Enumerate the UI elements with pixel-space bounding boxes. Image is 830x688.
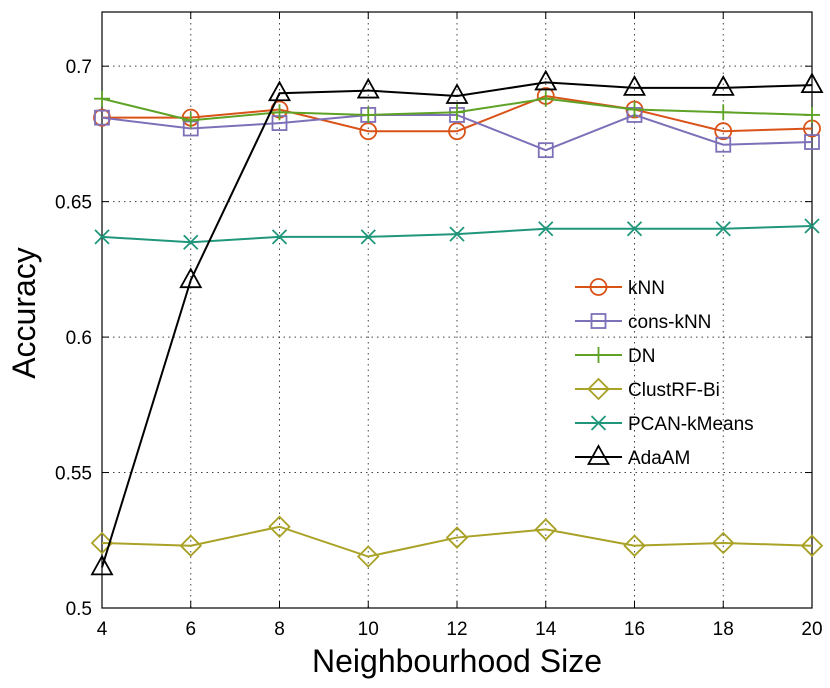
data-point-adaam [800, 72, 824, 94]
legend-item-dn: DN [575, 346, 655, 367]
legend-item-knn: kNN [575, 278, 665, 299]
grid-lines [102, 12, 812, 608]
data-point-pcan-kmeans [449, 226, 465, 242]
x-tick-label: 6 [185, 619, 196, 640]
data-point-clustrf-bi [623, 534, 646, 557]
legend-label: cons-kNN [628, 312, 711, 333]
data-point-adaam [622, 75, 647, 96]
series-line-knn [102, 94, 813, 133]
data-point-adaam [90, 554, 114, 576]
data-point-dn [537, 90, 554, 107]
y-axis-title: Accuracy [6, 247, 42, 379]
data-point-clustrf-bi [268, 515, 291, 539]
data-point-pcan-kmeans [360, 229, 376, 245]
legend-marker [590, 415, 607, 431]
data-point-clustrf-bi [534, 518, 558, 541]
y-tick-label: 0.7 [66, 57, 92, 78]
axis-ticks: 4 6 8 10 12 14 16 18 20 0.5 0.55 0.6 0.65 0.7 [55, 12, 823, 640]
data-point-cons-knn [804, 134, 820, 150]
data-point-dn [182, 112, 199, 129]
x-tick-label: 18 [713, 619, 734, 640]
x-tick-label: 10 [358, 619, 379, 640]
x-tick-label: 4 [97, 619, 108, 640]
data-point-pcan-kmeans [94, 229, 110, 245]
legend-marker [590, 347, 607, 363]
data-point-clustrf-bi [800, 534, 824, 557]
data-point-knn [448, 122, 466, 141]
data-point-knn [714, 122, 733, 141]
data-point-knn [359, 122, 378, 141]
data-point-clustrf-bi [179, 534, 203, 557]
data-point-pcan-kmeans [804, 218, 820, 234]
series-clustrf-bi [90, 515, 824, 568]
data-point-pcan-kmeans [271, 229, 288, 245]
y-tick-label: 0.5 [66, 599, 92, 620]
legend-label: kNN [628, 278, 665, 299]
series-adaam [90, 69, 824, 576]
legend-marker [589, 278, 608, 296]
y-tick-label: 0.65 [55, 193, 92, 214]
x-tick-label: 12 [446, 619, 467, 640]
data-point-clustrf-bi [711, 531, 735, 555]
data-point-pcan-kmeans [626, 221, 643, 237]
data-point-dn [360, 106, 377, 123]
x-tick-label: 14 [535, 619, 557, 640]
legend-item-cons-knn: cons-kNN [575, 312, 711, 333]
legend-item-adaam: AdaAM [575, 444, 690, 469]
x-tick-label: 8 [274, 619, 285, 640]
data-point-dn [271, 104, 288, 121]
y-tick-label: 0.55 [55, 464, 92, 485]
legend-label: DN [628, 346, 655, 367]
data-point-dn [715, 104, 732, 121]
data-point-dn [94, 90, 110, 107]
data-point-cons-knn [537, 142, 554, 159]
series-knn [93, 87, 821, 141]
data-point-clustrf-bi [445, 526, 469, 549]
legend-marker [590, 313, 607, 329]
data-point-adaam [356, 77, 380, 99]
y-tick-label: 0.6 [66, 328, 92, 349]
data-point-adaam [179, 267, 203, 289]
data-point-adaam [711, 75, 735, 96]
legend-label: AdaAM [628, 448, 690, 469]
data-point-cons-knn [715, 136, 732, 153]
legend-item-clustrf-bi: ClustRF-Bi [575, 377, 720, 401]
data-point-cons-knn [94, 109, 110, 126]
data-point-dn [449, 104, 465, 121]
series-dn [94, 90, 820, 129]
data-point-pcan-kmeans [183, 234, 199, 250]
data-point-clustrf-bi [90, 531, 114, 555]
data-series [90, 69, 824, 576]
legend-marker [587, 377, 610, 401]
series-pcan-kmeans [94, 218, 820, 250]
data-point-adaam [445, 83, 469, 104]
legend-marker [586, 444, 611, 465]
x-tick-label: 16 [624, 619, 645, 640]
series-line-adaam [101, 81, 813, 568]
data-point-pcan-kmeans [715, 221, 731, 237]
legend: kNN cons-kNN DN ClustRF-Bi PCAN-kMeans AdaAM [575, 278, 754, 469]
data-point-adaam [267, 80, 292, 102]
data-point-adaam [534, 69, 558, 91]
data-point-pcan-kmeans [538, 221, 554, 237]
data-point-dn [626, 101, 643, 118]
legend-label: PCAN-kMeans [628, 414, 754, 435]
data-point-clustrf-bi [356, 545, 380, 568]
data-point-dn [804, 106, 820, 123]
series-line-clustrf-bi [101, 525, 813, 558]
legend-label: ClustRF-Bi [628, 380, 720, 401]
legend-item-pcan-kmeans: PCAN-kMeans [575, 414, 754, 435]
x-axis-title: Neighbourhood Size [312, 643, 602, 679]
x-tick-label: 20 [801, 619, 822, 640]
